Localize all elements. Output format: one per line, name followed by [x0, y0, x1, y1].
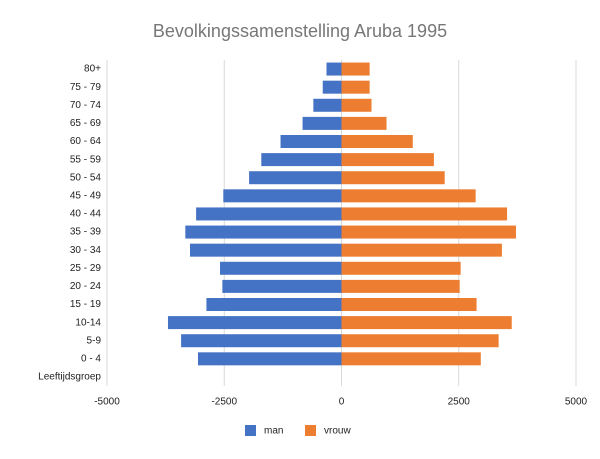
legend-label: man — [264, 426, 283, 437]
bar — [341, 352, 481, 366]
bar — [185, 225, 342, 239]
bar — [181, 334, 342, 348]
bar — [302, 116, 342, 130]
legend-swatch — [305, 425, 316, 436]
bar — [322, 80, 342, 94]
x-tick-label: 2500 — [448, 397, 471, 408]
y-tick-label: 50 - 54 — [70, 172, 102, 183]
legend-swatch — [245, 425, 256, 436]
y-tick-label: Leeftijdsgroep — [38, 372, 101, 383]
bar — [222, 279, 342, 293]
bar — [341, 116, 387, 130]
y-tick-label: 0 - 4 — [81, 353, 101, 364]
y-tick-label: 70 - 74 — [70, 100, 102, 111]
y-tick-label: 20 - 24 — [70, 281, 102, 292]
bar — [196, 207, 342, 221]
chart-title: Bevolkingssamenstelling Aruba 1995 — [153, 21, 447, 41]
bar — [341, 207, 508, 221]
bar — [341, 153, 434, 167]
bar — [341, 298, 477, 311]
bar — [341, 171, 445, 185]
bar — [220, 261, 342, 275]
bar — [341, 316, 512, 330]
bar — [341, 62, 370, 76]
y-tick-label: 5-9 — [87, 335, 102, 346]
bar — [167, 316, 342, 330]
y-tick-label: 65 - 69 — [70, 118, 102, 129]
x-tick-label: -2500 — [211, 397, 237, 408]
bar — [261, 153, 342, 167]
bar — [206, 298, 342, 311]
bar — [190, 243, 342, 257]
legend-label: vrouw — [324, 426, 351, 437]
x-tick-label: 5000 — [565, 397, 588, 408]
bar — [249, 171, 342, 185]
y-tick-label: 75 - 79 — [70, 82, 102, 93]
y-tick-label: 55 - 59 — [70, 154, 102, 165]
bar — [341, 135, 413, 148]
y-tick-label: 80+ — [84, 64, 101, 75]
x-tick-label: 0 — [339, 397, 345, 408]
bar — [341, 189, 476, 203]
bar — [341, 225, 516, 239]
bar — [313, 98, 342, 112]
y-tick-label: 30 - 34 — [70, 245, 102, 256]
y-tick-label: 45 - 49 — [70, 190, 102, 201]
y-tick-label: 25 - 29 — [70, 263, 102, 274]
bar — [341, 334, 499, 348]
bar — [223, 189, 342, 203]
y-tick-label: 40 - 44 — [70, 209, 102, 220]
bar — [341, 243, 502, 257]
bar — [341, 279, 460, 293]
x-tick-label: -5000 — [94, 397, 120, 408]
y-tick-label: 60 - 64 — [70, 136, 102, 147]
bar — [326, 62, 342, 76]
bar — [341, 80, 370, 94]
y-tick-label: 10-14 — [75, 317, 101, 328]
bar — [197, 352, 342, 366]
y-tick-label: 15 - 19 — [70, 299, 102, 310]
y-tick-label: 35 - 39 — [70, 227, 102, 238]
bar — [280, 135, 342, 148]
bar — [341, 98, 372, 112]
bar — [341, 261, 461, 275]
